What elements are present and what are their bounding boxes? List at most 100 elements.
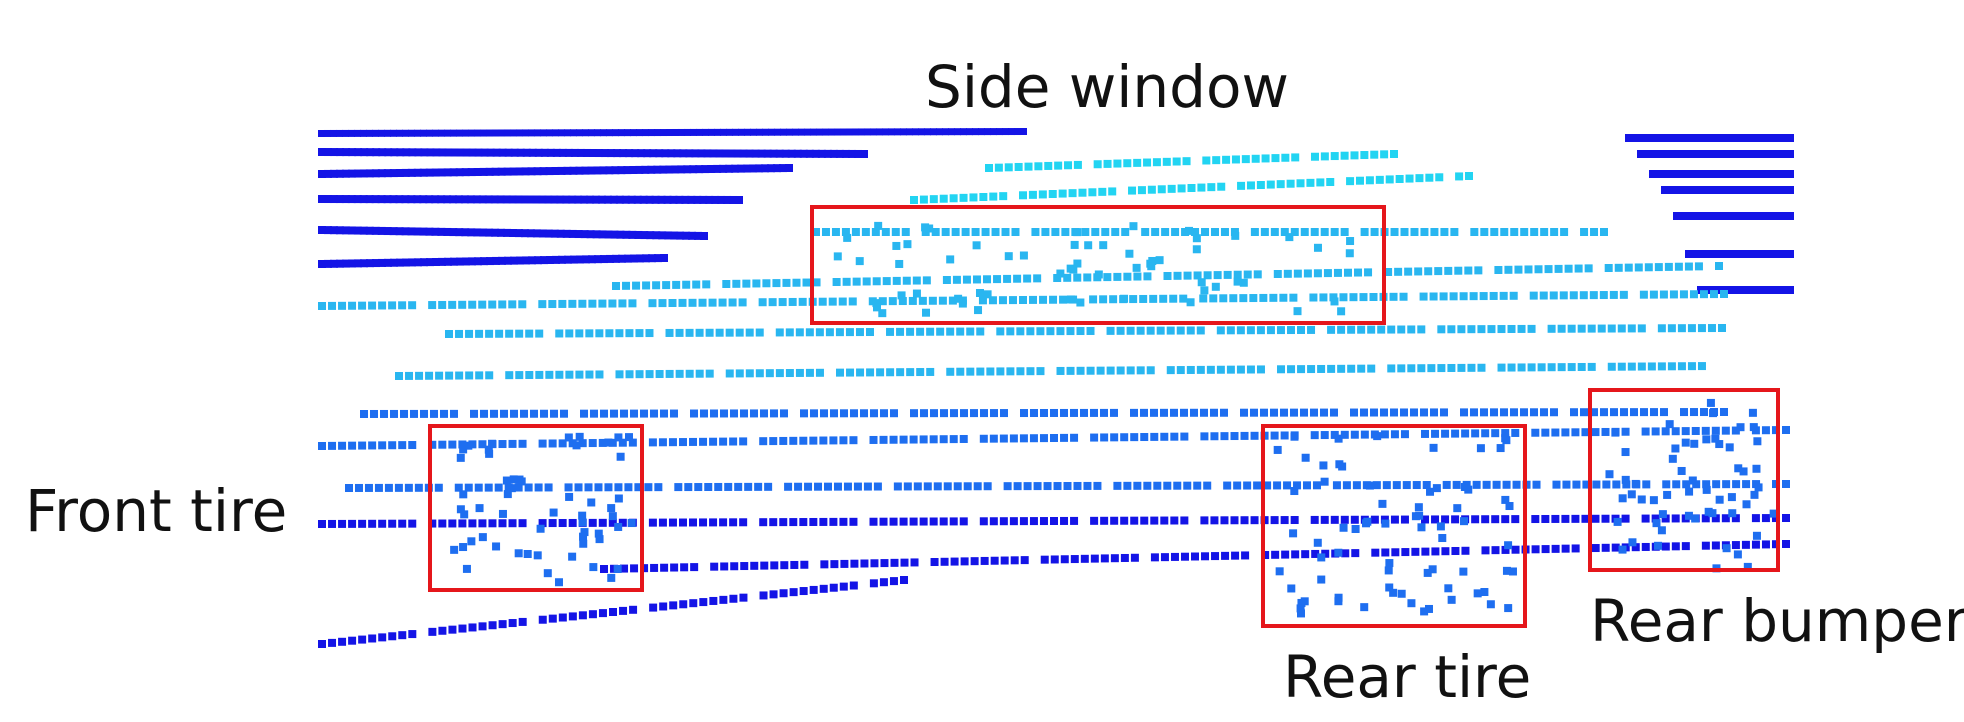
scan-point: [398, 631, 407, 640]
scan-point: [1673, 212, 1681, 220]
scan-point: [1444, 584, 1453, 593]
scan-point: [1310, 431, 1319, 440]
scan-point: [1249, 294, 1258, 303]
scan-point: [1226, 365, 1235, 374]
scan-point: [665, 369, 674, 378]
scan-point: [800, 560, 809, 569]
scan-point: [788, 297, 797, 306]
scan-point: [1561, 514, 1570, 523]
scan-point: [1674, 262, 1683, 271]
scan-point: [812, 278, 821, 287]
scan-point: [434, 483, 443, 492]
scan-point: [1006, 327, 1015, 336]
scan-point: [592, 230, 601, 239]
scan-point: [407, 227, 416, 236]
scan-point: [804, 128, 811, 136]
scan-point: [909, 517, 918, 526]
scan-point: [1720, 134, 1729, 142]
scan-point: [1621, 427, 1630, 436]
scan-point: [597, 195, 606, 204]
scan-point: [549, 508, 558, 517]
scan-point: [497, 228, 506, 237]
scan-point: [572, 441, 581, 450]
scan-point: [1219, 294, 1228, 303]
scan-point: [938, 296, 947, 305]
scan-point: [568, 229, 577, 238]
scan-point: [485, 329, 494, 338]
scan-point: [378, 148, 387, 157]
scan-point: [1541, 545, 1550, 554]
scan-point: [864, 128, 871, 136]
scan-point: [1103, 159, 1112, 168]
scan-point: [1684, 150, 1693, 158]
scan-point: [503, 490, 512, 499]
scan-point: [1671, 514, 1680, 523]
scan-point: [903, 482, 912, 491]
scan-point: [1684, 134, 1693, 142]
scan-point: [1207, 183, 1216, 192]
scan-point: [1654, 150, 1663, 158]
scan-point: [762, 279, 771, 288]
scan-point: [1640, 408, 1648, 417]
scan-point: [1661, 186, 1669, 194]
scan-point: [1296, 609, 1305, 618]
scan-point: [630, 129, 637, 137]
scan-point: [888, 297, 897, 306]
scan-point: [1611, 543, 1620, 552]
scan-point: [413, 195, 422, 204]
scan-point: [354, 129, 361, 137]
scan-point: [1708, 212, 1717, 220]
scan-point: [1531, 545, 1540, 554]
scan-point: [1407, 325, 1416, 334]
scan-point: [498, 148, 507, 157]
scan-point: [1048, 190, 1057, 198]
scan-point: [627, 519, 636, 528]
scan-point: [752, 279, 761, 288]
scan-point: [1110, 554, 1119, 563]
scan-point: [458, 519, 467, 528]
scan-point: [1335, 460, 1344, 469]
scan-point: [1587, 362, 1596, 371]
scan-point: [528, 129, 535, 137]
scan-point: [1455, 172, 1464, 181]
scan-point: [1339, 523, 1348, 532]
scan-point: [916, 368, 925, 377]
scan-point: [1183, 271, 1192, 280]
scan-point: [1732, 212, 1741, 220]
scan-point: [1050, 517, 1058, 525]
scan-point: [1714, 150, 1723, 158]
scan-point: [565, 492, 574, 501]
scan-point: [347, 169, 356, 178]
scan-point: [428, 440, 437, 449]
scan-point: [682, 231, 691, 240]
scan-point: [532, 229, 541, 238]
scan-point: [1750, 490, 1759, 499]
scan-point: [647, 165, 656, 174]
scan-point: [1550, 228, 1559, 236]
scan-point: [348, 301, 357, 310]
scan-point: [1186, 298, 1195, 307]
scan-point: [565, 370, 574, 379]
scan-point: [1337, 307, 1346, 316]
scan-point: [1684, 212, 1693, 220]
scan-point: [694, 483, 703, 492]
scan-point: [1561, 544, 1570, 553]
scan-point: [772, 279, 781, 288]
scan-point: [1410, 408, 1418, 417]
scan-point: [1061, 228, 1070, 236]
scan-point: [509, 167, 518, 176]
scan-point: [1123, 272, 1132, 281]
scan-point: [792, 128, 799, 136]
scan-point: [1497, 363, 1506, 372]
scan-point: [1216, 365, 1225, 374]
scan-point: [940, 557, 949, 566]
scan-point: [1341, 549, 1350, 558]
scan-point: [1637, 150, 1645, 158]
scan-point: [612, 129, 619, 137]
scan-point: [1221, 551, 1230, 560]
scan-point: [1016, 327, 1025, 336]
scan-point: [1672, 480, 1681, 489]
scan-point: [426, 258, 434, 267]
scan-point: [324, 148, 333, 157]
scan-point: [414, 129, 421, 137]
